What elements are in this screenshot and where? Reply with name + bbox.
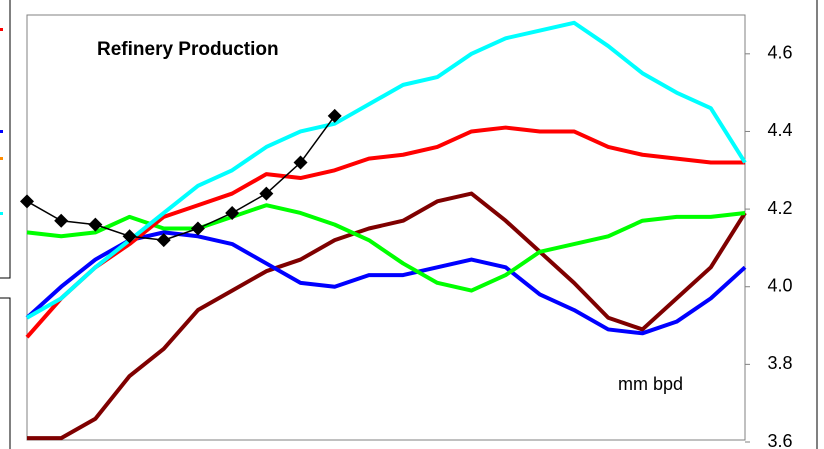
series-line <box>26 203 746 293</box>
series-line <box>25 230 747 336</box>
diamond-marker <box>156 233 171 248</box>
y-tick-label: 3.6 <box>767 431 792 449</box>
series-line <box>26 20 747 320</box>
series-line <box>26 115 336 241</box>
diamond-marker <box>327 108 342 123</box>
diamond-marker <box>190 221 205 236</box>
diamond-marker <box>259 186 274 201</box>
y-tick-label: 4.4 <box>767 120 792 140</box>
diamond-marker <box>122 229 137 244</box>
y-tick-label: 4.0 <box>767 275 792 295</box>
diamond-marker <box>20 194 34 209</box>
fragment-mark <box>0 212 3 215</box>
y-tick-label: 3.8 <box>767 353 792 373</box>
unit-annotation: mm bpd <box>618 374 683 394</box>
fragment-mark <box>0 130 3 133</box>
fragment-mark <box>0 28 3 31</box>
diamond-marker <box>293 155 308 170</box>
series-line <box>27 191 747 441</box>
left-panel-fragment <box>0 0 11 449</box>
diamond-marker <box>88 217 103 232</box>
fragment-mark <box>0 157 3 160</box>
series-line <box>25 125 745 339</box>
diamond-marker <box>225 205 240 220</box>
diamond-marker <box>54 213 69 228</box>
chart-title: Refinery Production <box>97 39 279 60</box>
y-tick-label: 4.2 <box>767 198 792 218</box>
y-tick-label: 4.6 <box>767 43 792 63</box>
